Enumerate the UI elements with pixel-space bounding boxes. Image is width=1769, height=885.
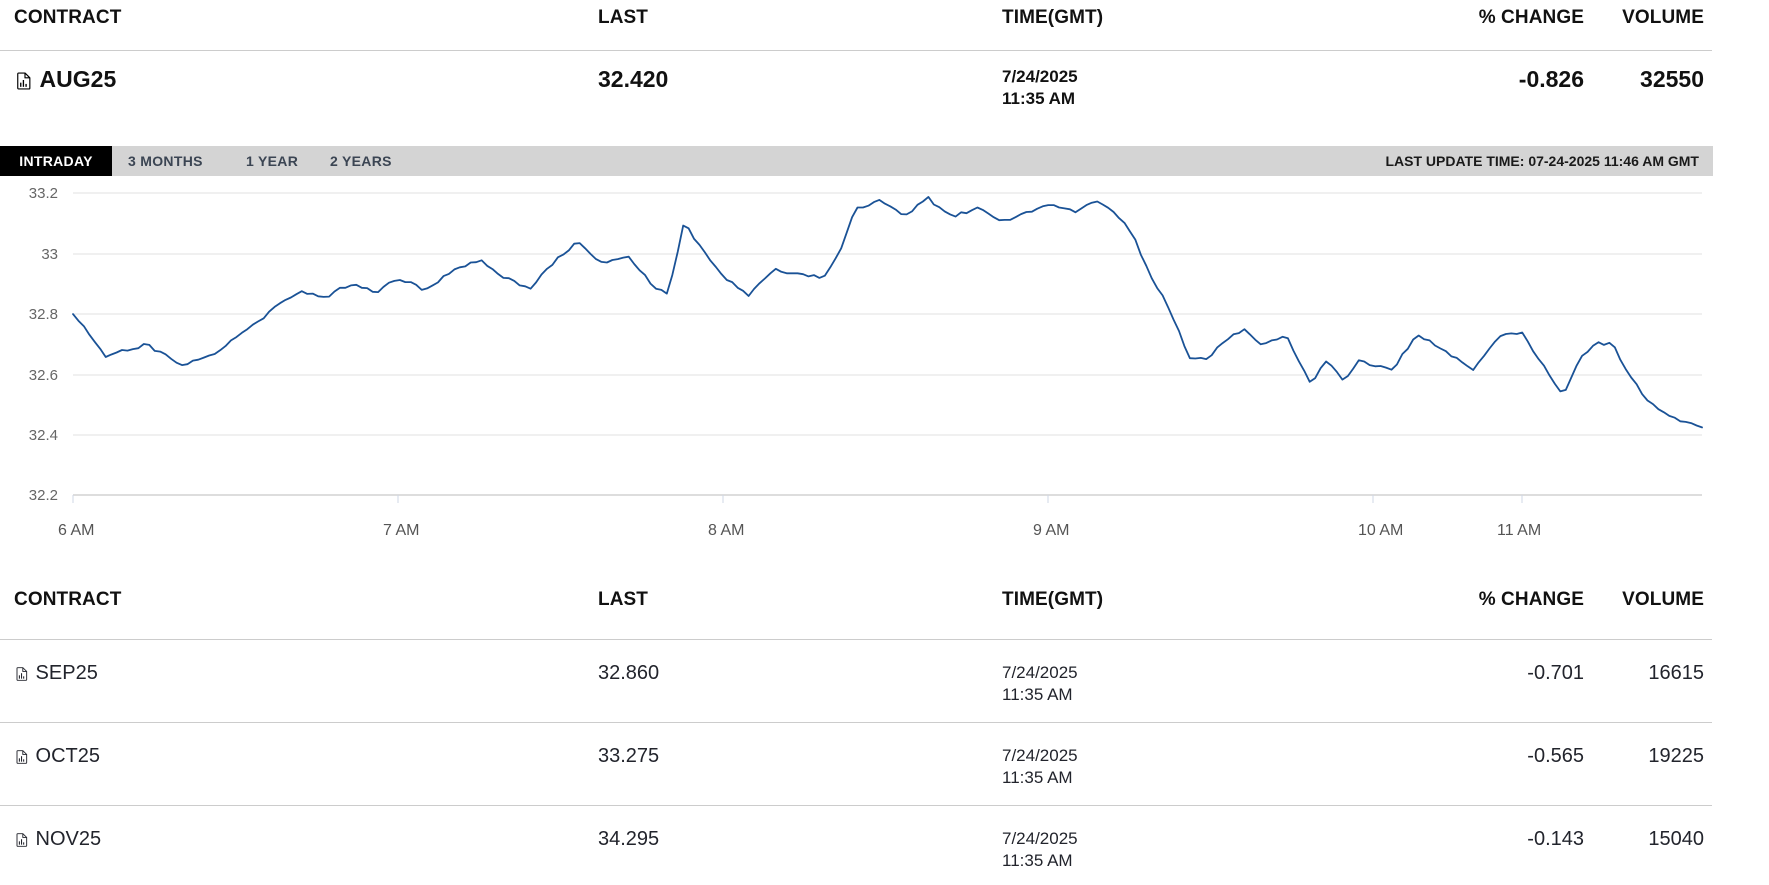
svg-text:32.6: 32.6 xyxy=(29,367,58,384)
svg-text:32.4: 32.4 xyxy=(29,427,58,444)
svg-text:33.2: 33.2 xyxy=(29,185,58,202)
svg-text:6 AM: 6 AM xyxy=(58,522,94,539)
svg-text:33: 33 xyxy=(41,246,58,263)
svg-text:11 AM: 11 AM xyxy=(1497,522,1541,539)
svg-text:8 AM: 8 AM xyxy=(708,522,744,539)
svg-text:9 AM: 9 AM xyxy=(1033,522,1069,539)
svg-text:32.8: 32.8 xyxy=(29,306,58,323)
svg-text:10 AM: 10 AM xyxy=(1358,522,1403,539)
svg-text:32.2: 32.2 xyxy=(29,487,58,504)
svg-text:7 AM: 7 AM xyxy=(383,522,419,539)
